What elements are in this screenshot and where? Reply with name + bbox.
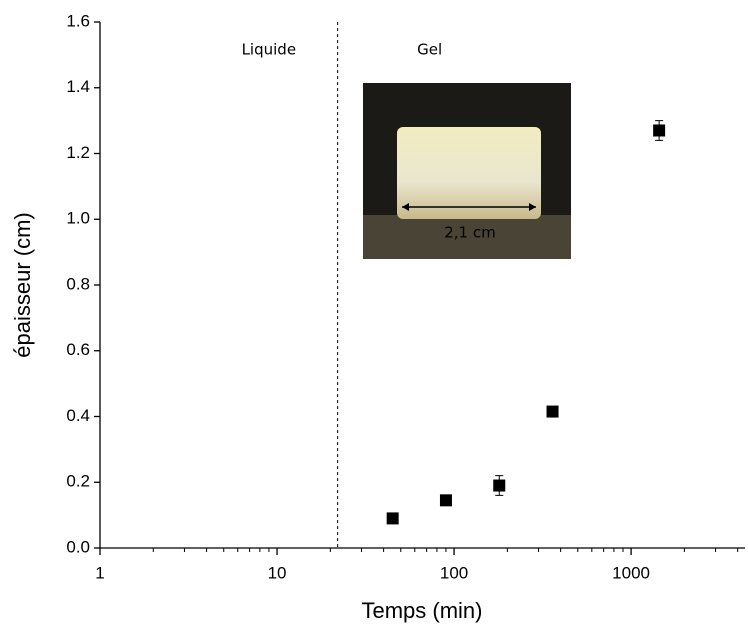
annotation: Liquide <box>242 41 296 59</box>
data-point <box>386 512 399 525</box>
x-tick-label: 100 <box>440 563 468 582</box>
data-point <box>439 494 452 507</box>
y-tick-label: 0.0 <box>66 537 90 556</box>
x-axis-title: Temps (min) <box>361 598 482 623</box>
y-tick-label: 0.6 <box>66 340 90 359</box>
y-tick-label: 0.4 <box>66 406 90 425</box>
y-tick-label: 1.2 <box>66 143 90 162</box>
inset-label: 2,1 cm <box>444 224 495 242</box>
y-tick-label: 1.6 <box>66 11 90 30</box>
inset-photo <box>363 83 571 259</box>
y-axis-title: épaisseur (cm) <box>10 212 35 357</box>
data-point <box>546 405 559 418</box>
y-tick-label: 0.2 <box>66 472 90 491</box>
y-tick-label: 0.8 <box>66 274 90 293</box>
y-tick-label: 1.0 <box>66 209 90 228</box>
data-point <box>493 479 506 492</box>
y-tick-label: 1.4 <box>66 77 90 96</box>
x-tick-label: 10 <box>268 563 287 582</box>
data-point <box>653 124 666 137</box>
x-tick-label: 1000 <box>612 563 650 582</box>
x-tick-label: 1 <box>95 563 104 582</box>
annotation: Gel <box>417 41 442 59</box>
